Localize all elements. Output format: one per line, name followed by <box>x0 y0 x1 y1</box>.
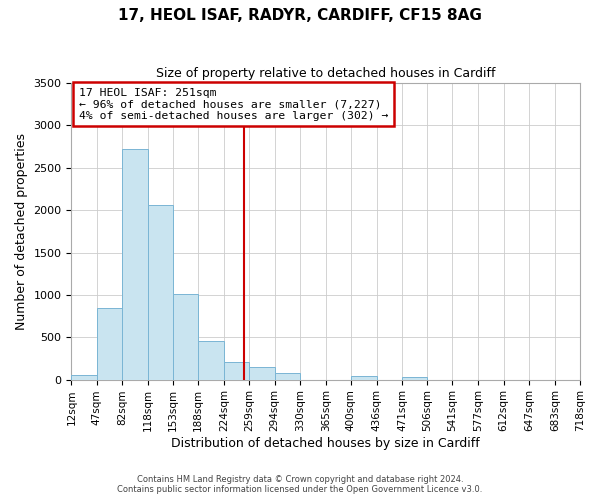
Bar <box>224 362 250 380</box>
Bar <box>402 377 427 380</box>
Bar <box>250 368 275 380</box>
Y-axis label: Number of detached properties: Number of detached properties <box>15 133 28 330</box>
Text: 17 HEOL ISAF: 251sqm
← 96% of detached houses are smaller (7,227)
4% of semi-det: 17 HEOL ISAF: 251sqm ← 96% of detached h… <box>79 88 388 120</box>
Text: 17, HEOL ISAF, RADYR, CARDIFF, CF15 8AG: 17, HEOL ISAF, RADYR, CARDIFF, CF15 8AG <box>118 8 482 22</box>
Bar <box>275 373 301 380</box>
Bar <box>122 149 148 380</box>
Bar <box>173 294 198 380</box>
Title: Size of property relative to detached houses in Cardiff: Size of property relative to detached ho… <box>156 68 496 80</box>
X-axis label: Distribution of detached houses by size in Cardiff: Distribution of detached houses by size … <box>172 437 480 450</box>
Bar <box>351 376 377 380</box>
Bar <box>198 340 224 380</box>
Bar <box>148 205 173 380</box>
Text: Contains HM Land Registry data © Crown copyright and database right 2024.
Contai: Contains HM Land Registry data © Crown c… <box>118 474 482 494</box>
Bar <box>97 308 122 380</box>
Bar <box>71 376 97 380</box>
